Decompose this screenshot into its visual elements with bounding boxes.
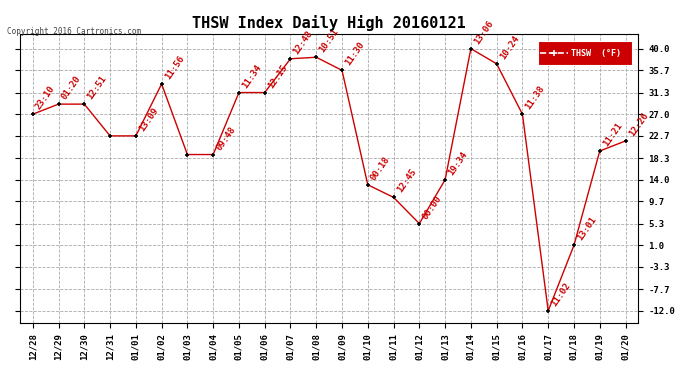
Point (388, 194, 399, 200)
Point (182, 152, 193, 157)
Point (130, 133, 141, 139)
Point (337, 68, 348, 74)
Text: 11:30: 11:30 (344, 40, 366, 68)
Point (362, 182, 373, 188)
Text: 19:34: 19:34 (446, 150, 469, 177)
Text: 01:20: 01:20 (60, 74, 83, 101)
Text: 00:18: 00:18 (369, 155, 392, 182)
Point (569, 242, 580, 248)
Point (27, 111, 38, 117)
Text: THSW  (°F): THSW (°F) (571, 49, 621, 58)
Text: 13:09: 13:09 (137, 106, 160, 133)
Point (156, 81, 167, 87)
Text: 11:21: 11:21 (601, 121, 624, 148)
Text: 00:00: 00:00 (421, 194, 444, 221)
Text: 11:38: 11:38 (524, 84, 546, 111)
Point (285, 56, 296, 62)
Point (440, 177, 451, 183)
Text: 12:48: 12:48 (292, 29, 315, 56)
Point (465, 46, 476, 52)
Point (620, 138, 631, 144)
Point (491, 61, 502, 67)
Text: 12:15: 12:15 (266, 63, 289, 90)
Point (542, 308, 553, 314)
Point (414, 220, 425, 226)
Title: THSW Index Daily High 20160121: THSW Index Daily High 20160121 (193, 15, 466, 31)
Point (79, 101, 90, 107)
Point (105, 133, 116, 139)
Text: 09:48: 09:48 (215, 124, 237, 152)
Point (310, 54, 322, 60)
Text: 10:51: 10:51 (317, 27, 340, 54)
Point (233, 90, 244, 96)
Text: 12:51: 12:51 (86, 74, 108, 101)
Text: 13:01: 13:01 (575, 215, 598, 243)
Point (594, 148, 605, 154)
Point (259, 90, 270, 96)
Point (53, 101, 64, 107)
Text: 13:06: 13:06 (472, 19, 495, 46)
Text: 11:34: 11:34 (240, 63, 263, 90)
Text: 12:45: 12:45 (395, 167, 417, 195)
Point (517, 111, 528, 117)
Text: 11:56: 11:56 (163, 54, 186, 81)
Text: 12:26: 12:26 (627, 111, 650, 138)
Text: 11:02: 11:02 (550, 281, 573, 308)
Text: Copyright 2016 Cartronics.com: Copyright 2016 Cartronics.com (7, 27, 141, 36)
Point (208, 152, 219, 157)
Text: 23:10: 23:10 (34, 84, 57, 111)
Text: 10:24: 10:24 (498, 34, 521, 61)
